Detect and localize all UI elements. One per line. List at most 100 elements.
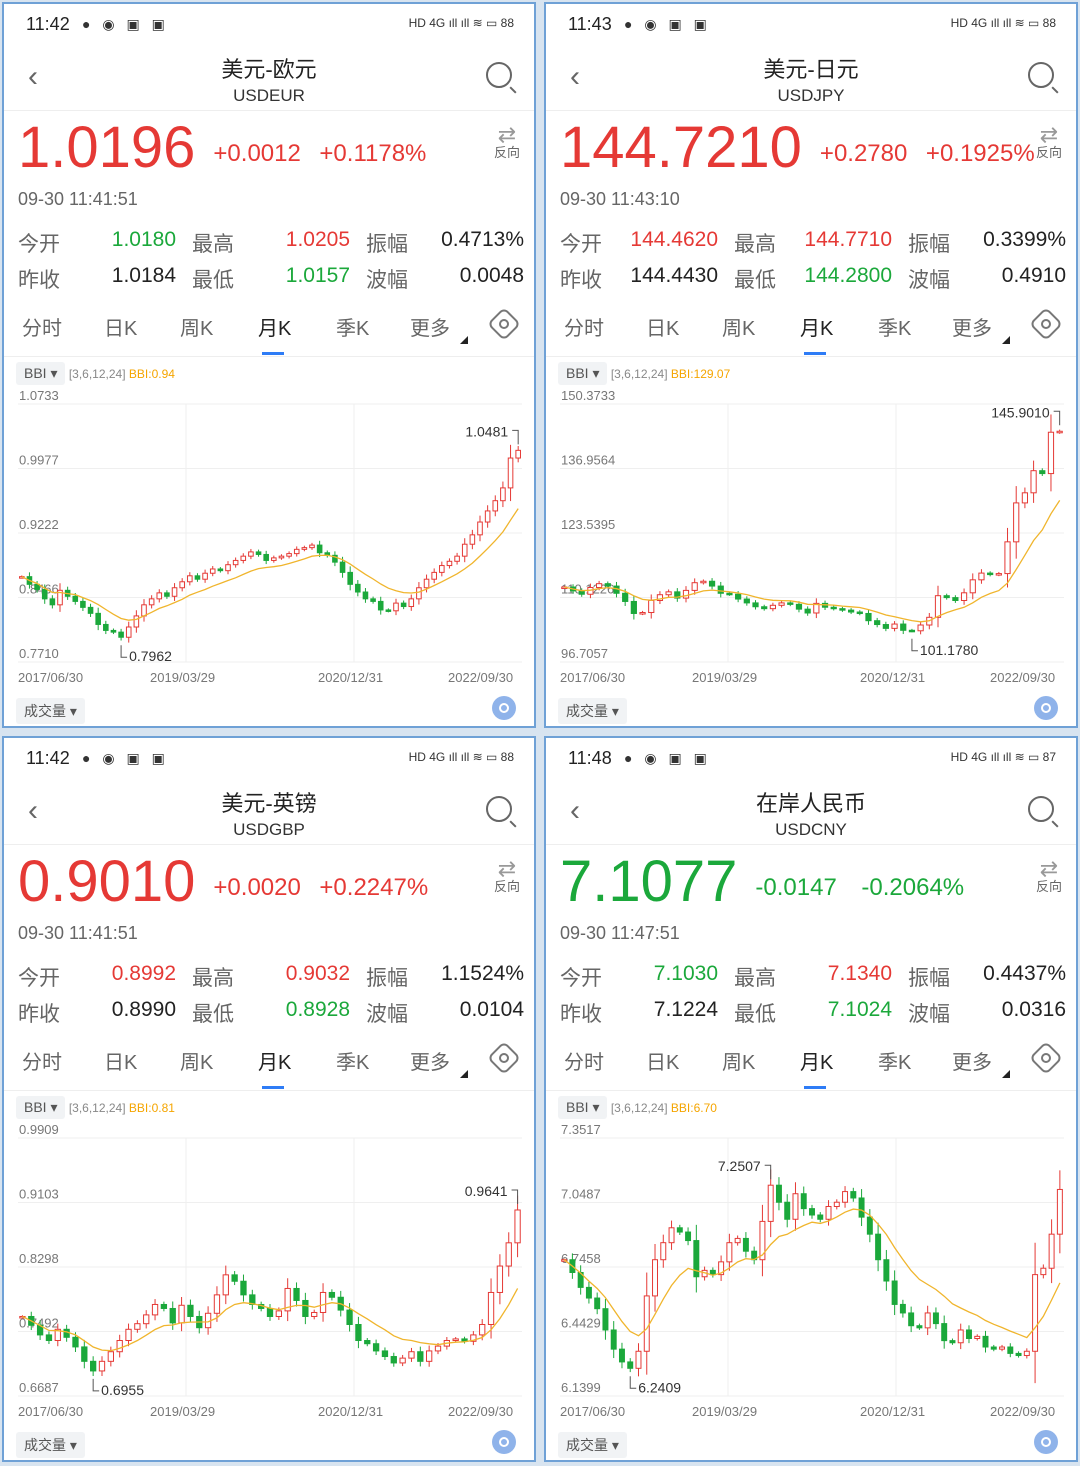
tab-3[interactable]: 月K bbox=[258, 1046, 291, 1089]
back-icon[interactable]: ‹ bbox=[570, 794, 580, 827]
kline-chart[interactable]: 150.3733136.9564123.5395110.122696.70572… bbox=[546, 390, 1076, 690]
chart-settings-icon[interactable] bbox=[1029, 307, 1063, 341]
indicator-select[interactable]: BBI ▾ bbox=[558, 362, 608, 385]
tab-4[interactable]: 季K bbox=[878, 1052, 912, 1074]
candle bbox=[263, 553, 269, 561]
range-value: 0.0316 bbox=[1001, 998, 1066, 1021]
indicator-select[interactable]: BBI ▾ bbox=[16, 1096, 66, 1119]
nav-bar: ‹ 美元-日元 USDJPY bbox=[546, 46, 1076, 111]
kline-chart[interactable]: 1.07330.99770.92220.84660.77102017/06/30… bbox=[4, 390, 534, 690]
instrument-code: USDGBP bbox=[233, 820, 305, 839]
reverse-button[interactable]: ⇄ 反向 bbox=[494, 124, 520, 162]
tab-0[interactable]: 分时 bbox=[564, 318, 604, 340]
reverse-button[interactable]: ⇄ 反向 bbox=[1036, 124, 1062, 162]
tab-2[interactable]: 周K bbox=[180, 318, 214, 340]
tab-3[interactable]: 月K bbox=[258, 312, 291, 355]
candle bbox=[90, 1360, 97, 1372]
volume-select[interactable]: 成交量 ▾ bbox=[558, 1432, 627, 1458]
candle bbox=[742, 1237, 749, 1252]
chart-settings-icon[interactable] bbox=[487, 307, 521, 341]
candle bbox=[787, 602, 794, 605]
volume-select[interactable]: 成交量 ▾ bbox=[16, 1432, 85, 1458]
quote-stats: 今开 7.1030 最高 7.1340 振幅 0.4437% 昨收 7.1224… bbox=[560, 958, 1066, 1030]
tab-2[interactable]: 周K bbox=[722, 1052, 756, 1074]
tab-2[interactable]: 周K bbox=[180, 1052, 214, 1074]
x-tick-label: 2022/09/30 bbox=[448, 670, 513, 685]
candle bbox=[635, 1350, 642, 1369]
tab-5[interactable]: 更多 bbox=[952, 318, 992, 340]
search-icon[interactable] bbox=[486, 62, 512, 88]
chart-settings-icon[interactable] bbox=[487, 1041, 521, 1075]
volume-select[interactable]: 成交量 ▾ bbox=[558, 698, 627, 724]
low-value: 7.1024 bbox=[827, 998, 892, 1021]
notification-icons: ● ◉ ▣ ▣ bbox=[82, 16, 169, 32]
candle bbox=[355, 1323, 362, 1342]
candle bbox=[610, 1329, 617, 1350]
back-icon[interactable]: ‹ bbox=[570, 60, 580, 93]
reverse-button[interactable]: ⇄ 反向 bbox=[1036, 856, 1062, 896]
search-icon[interactable] bbox=[1028, 796, 1054, 822]
tab-0[interactable]: 分时 bbox=[564, 1052, 604, 1074]
kline-chart[interactable]: 7.3517 7.0487 6.7458 6.4429 6.1399 2017/06/30… bbox=[546, 1124, 1076, 1424]
tab-1[interactable]: 日K bbox=[646, 318, 680, 340]
candle bbox=[952, 597, 959, 601]
reverse-button[interactable]: ⇄ 反向 bbox=[494, 858, 520, 896]
candle bbox=[602, 1308, 609, 1331]
candle bbox=[767, 1184, 774, 1222]
tab-4[interactable]: 季K bbox=[878, 318, 912, 340]
candle bbox=[1032, 1274, 1039, 1352]
tab-3[interactable]: 月K bbox=[800, 1046, 833, 1089]
candle bbox=[932, 1312, 939, 1325]
candle bbox=[284, 1287, 291, 1312]
candle bbox=[209, 568, 216, 574]
tab-4[interactable]: 季K bbox=[336, 1052, 370, 1074]
candle bbox=[143, 1314, 150, 1325]
candle bbox=[355, 583, 361, 593]
candle bbox=[118, 631, 124, 638]
candle bbox=[800, 1193, 807, 1210]
tab-4[interactable]: 季K bbox=[336, 318, 370, 340]
range-value: 0.4910 bbox=[1001, 264, 1066, 287]
tab-0[interactable]: 分时 bbox=[22, 1052, 62, 1074]
candle bbox=[708, 580, 716, 587]
swap-icon: ⇄ bbox=[1039, 856, 1059, 881]
signal-battery-icons: HD 4G ıll ıll ≋ ▭ 87 bbox=[950, 750, 1056, 764]
tab-2[interactable]: 周K bbox=[722, 318, 756, 340]
candle bbox=[900, 623, 907, 631]
candle bbox=[423, 578, 430, 589]
candle bbox=[434, 1345, 442, 1352]
candle bbox=[718, 1261, 725, 1276]
candle bbox=[54, 1328, 61, 1342]
tab-1[interactable]: 日K bbox=[104, 1052, 138, 1074]
change-amount: +0.0020 bbox=[213, 874, 301, 901]
prev-close-value: 7.1224 bbox=[653, 998, 718, 1021]
refresh-icon[interactable] bbox=[1034, 1430, 1058, 1454]
search-icon[interactable] bbox=[1028, 62, 1054, 88]
tab-5[interactable]: 更多 bbox=[952, 1052, 992, 1074]
tab-3[interactable]: 月K bbox=[800, 312, 833, 355]
indicator-select[interactable]: BBI ▾ bbox=[558, 1096, 608, 1119]
indicator-select[interactable]: BBI ▾ bbox=[16, 362, 66, 385]
low-value: 144.2800 bbox=[804, 264, 892, 287]
back-icon[interactable]: ‹ bbox=[28, 60, 38, 93]
x-tick-label: 2020/12/31 bbox=[318, 670, 383, 685]
candle bbox=[439, 565, 445, 573]
refresh-icon[interactable] bbox=[492, 696, 516, 720]
dropdown-triangle-icon bbox=[1002, 1070, 1010, 1078]
tab-0[interactable]: 分时 bbox=[22, 318, 62, 340]
refresh-icon[interactable] bbox=[1034, 696, 1058, 720]
tab-5[interactable]: 更多 bbox=[410, 318, 450, 340]
refresh-icon[interactable] bbox=[492, 1430, 516, 1454]
volume-select[interactable]: 成交量 ▾ bbox=[16, 698, 85, 724]
tab-1[interactable]: 日K bbox=[646, 1052, 680, 1074]
tab-1[interactable]: 日K bbox=[104, 318, 138, 340]
range-value: 0.0104 bbox=[459, 998, 524, 1021]
tab-5[interactable]: 更多 bbox=[410, 1052, 450, 1074]
kline-chart[interactable]: 0.99090.91030.82980.74920.66872017/06/30… bbox=[4, 1124, 534, 1424]
candle bbox=[676, 1227, 683, 1233]
search-icon[interactable] bbox=[486, 796, 512, 822]
chart-settings-icon[interactable] bbox=[1029, 1041, 1063, 1075]
candle bbox=[924, 1312, 931, 1329]
back-icon[interactable]: ‹ bbox=[28, 794, 38, 827]
candle bbox=[1040, 1267, 1047, 1276]
